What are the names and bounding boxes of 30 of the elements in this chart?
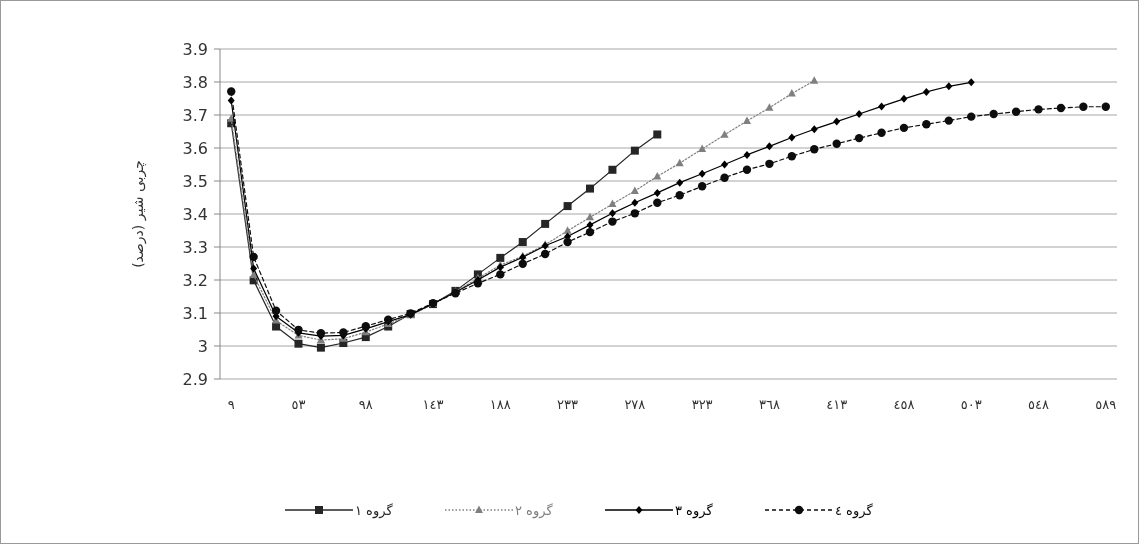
x-tick-label: ٣٦٨ (758, 397, 780, 412)
y-tick-label: 3 (197, 336, 208, 356)
y-tick-label: 3.8 (182, 72, 208, 92)
y-tick-label: 3.2 (182, 270, 208, 290)
y-tick-label: 3.3 (182, 237, 208, 257)
x-tick-label: ٣٢٣ (691, 397, 713, 412)
text: گروه ٣ (675, 502, 714, 519)
x-tick-label: ٤٥٨ (893, 397, 915, 412)
x-tick-label: ١٨٨ (489, 397, 511, 412)
y-tick-label: 2.9 (182, 369, 208, 389)
y-axis-title: چربی شیر (درصد) (130, 160, 147, 268)
y-tick-label: 3.6 (182, 138, 208, 158)
x-tick-label: ٥٣ (291, 397, 306, 412)
x-tick-label: ٩٨ (358, 397, 373, 412)
x-tick-label: ٩ (227, 397, 235, 412)
y-tick-label: 3.4 (182, 204, 208, 224)
x-tick-label: ٥٨٩ (1095, 397, 1117, 412)
x-tick-label: ٤١٣ (826, 397, 848, 412)
y-tick-label: 3.1 (182, 303, 208, 323)
x-tick-label: ٢٣٣ (557, 397, 579, 412)
text: گروه ٢ (515, 502, 554, 519)
y-tick-label: 3.5 (182, 171, 208, 191)
y-tick-label: 3.7 (182, 105, 208, 125)
x-tick-label: ٥٤٨ (1028, 397, 1049, 412)
text: گروه ١ (355, 502, 394, 519)
text: گروه ٤ (835, 502, 874, 519)
x-tick-label: ١٤٣ (422, 397, 444, 412)
x-tick-label: ٥٠٣ (960, 397, 982, 412)
x-tick-label: ٢٧٨ (624, 397, 646, 412)
y-tick-label: 3.9 (182, 39, 208, 59)
